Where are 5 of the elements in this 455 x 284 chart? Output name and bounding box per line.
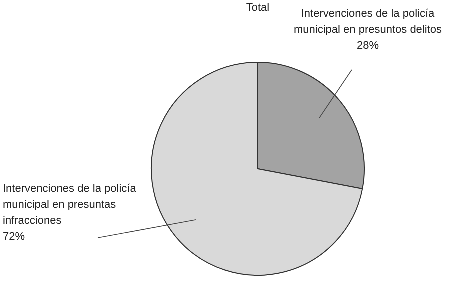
data-label: 72% xyxy=(3,231,26,244)
chart-title: Total xyxy=(246,2,270,14)
slice-label: Intervenciones de la policía municipal en presuntas infracciones xyxy=(3,183,138,228)
data-label: 28% xyxy=(356,40,380,52)
slice-label: Intervenciones de la policía municipal en presuntos delitos xyxy=(294,8,442,36)
